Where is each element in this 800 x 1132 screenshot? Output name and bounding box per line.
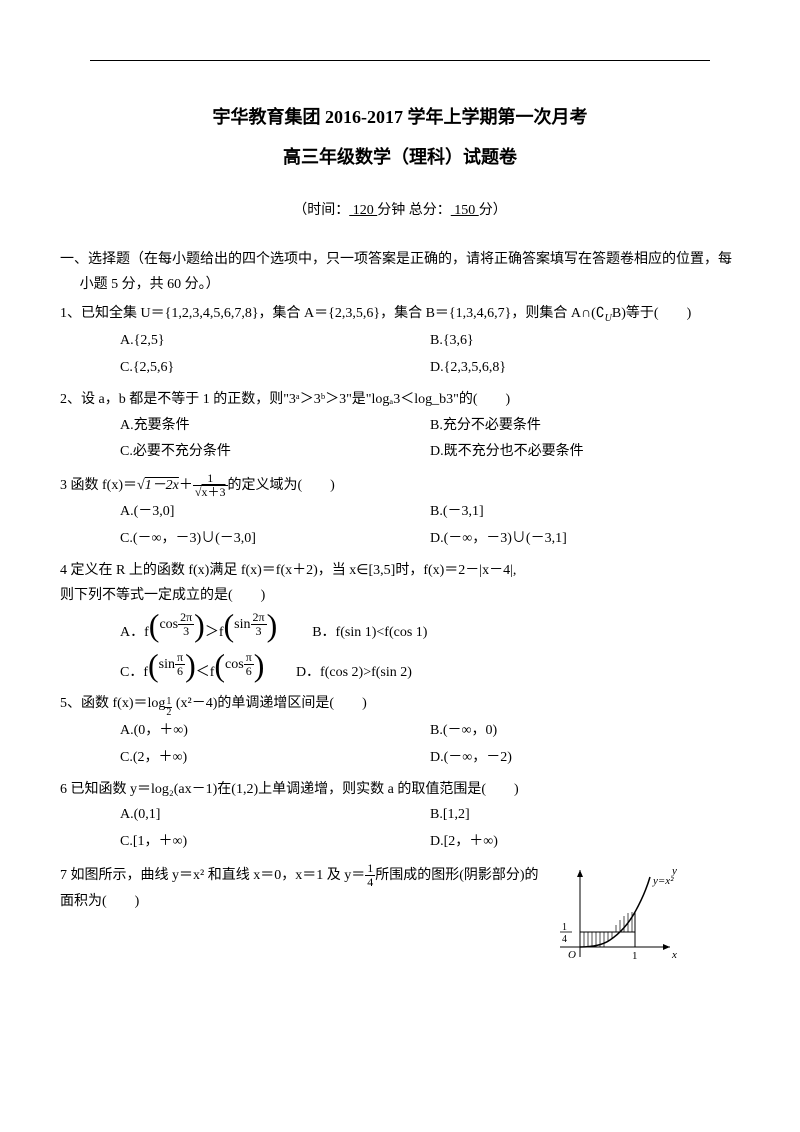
q1-sub-u: U [605, 313, 612, 324]
question-6: 6 已知函数 y＝log₂(ax－1)在(1,2)上单调递增，则实数 a 的取值… [60, 777, 740, 855]
q3-sqrt1: 1－2x [145, 478, 179, 493]
q7-frac: 14 [365, 862, 375, 889]
page-subtitle: 高三年级数学（理科）试题卷 [60, 141, 740, 173]
q7-figure: y y=x² x O 1 1 4 [550, 862, 680, 972]
q7-pre: 7 如图所示，曲线 y＝x² 和直线 x＝0，x＝1 及 y＝ [60, 867, 365, 882]
q3-opt-c: C.(－∞，－3)∪(－3,0] [120, 526, 430, 553]
question-4: 4 定义在 R 上的函数 f(x)满足 f(x)＝f(x＋2)，当 x∈[3,5… [60, 558, 740, 685]
meta-score: 150 [451, 203, 479, 218]
ytick-num: 1 [562, 922, 567, 933]
q5-pre: 5、函数 f(x)＝log [60, 696, 165, 711]
page-title: 宇华教育集团 2016-2017 学年上学期第一次月考 [60, 101, 740, 133]
q5-opt-b: B.(－∞，0) [430, 718, 740, 745]
x-axis-label: x [671, 949, 677, 961]
q4-opt-d: D．f(cos 2)>f(sin 2) [296, 665, 412, 680]
q2-opt-b: B.充分不必要条件 [430, 413, 740, 440]
q3-frac: 1√x＋3 [193, 472, 228, 499]
top-divider [90, 60, 710, 61]
q6-text: 6 已知函数 y＝log₂(ax－1)在(1,2)上单调递增，则实数 a 的取值… [60, 777, 740, 802]
q6-opt-d: D.[2，＋∞) [430, 829, 740, 856]
exam-meta: （时间： 120 分钟 总分： 150 分） [60, 198, 740, 223]
q1-opt-c: C.{2,5,6} [120, 355, 430, 382]
q3-post: 的定义域为( ) [228, 478, 335, 493]
curve-label: y=x² [652, 875, 674, 887]
question-7: y y=x² x O 1 1 4 7 如图所示，曲线 y＝x² 和直线 x＝0，… [60, 862, 740, 915]
q4-c-mid: ＜f [196, 665, 215, 680]
ytick-den: 4 [562, 934, 567, 945]
q3-opt-d: D.(－∞，－3)∪(－3,1] [430, 526, 740, 553]
q1-text: 1、已知全集 U＝{1,2,3,4,5,6,7,8}，集合 A＝{2,3,5,6… [60, 306, 605, 321]
question-1: 1、已知全集 U＝{1,2,3,4,5,6,7,8}，集合 A＝{2,3,5,6… [60, 301, 740, 381]
q4-c-p1: (sin π6) [148, 649, 196, 681]
xtick-1: 1 [632, 950, 638, 962]
q3-opt-a: A.(－3,0] [120, 499, 430, 526]
meta-time-label: （时间： [293, 203, 349, 218]
q4-a-p2: (sin 2π3) [224, 609, 278, 641]
q4-a-p1: (cos 2π3) [149, 609, 205, 641]
q4-c-p2: (cos π6) [214, 649, 264, 681]
q1-opt-d: D.{2,3,5,6,8} [430, 355, 740, 382]
q4-a-pre: A．f [120, 625, 149, 640]
q4-c-pre: C．f [120, 665, 148, 680]
question-3: 3 函数 f(x)＝√1－2x＋1√x＋3的定义域为( ) A.(－3,0] B… [60, 472, 740, 553]
origin-label: O [568, 949, 576, 961]
q2-opt-d: D.既不充分也不必要条件 [430, 439, 740, 466]
q3-pre: 3 函数 f(x)＝ [60, 478, 137, 493]
q3-frac-num: 1 [193, 472, 228, 486]
q6-opt-b: B.[1,2] [430, 802, 740, 829]
q2-text: 2、设 a，b 都是不等于 1 的正数，则"3ᵃ＞3ᵇ＞3"是"logₐ3＜lo… [60, 387, 740, 412]
q5-opt-c: C.(2，＋∞) [120, 745, 430, 772]
meta-time: 120 [349, 203, 377, 218]
q6-opt-a: A.(0,1] [120, 802, 430, 829]
q2-opt-a: A.充要条件 [120, 413, 430, 440]
q4-opt-b: B．f(sin 1)<f(cos 1) [312, 625, 427, 640]
q3-mid: ＋ [179, 478, 193, 493]
meta-time-unit: 分钟 总分： [377, 203, 451, 218]
q5-opt-d: D.(－∞，－2) [430, 745, 740, 772]
parabola-chart-svg: y y=x² x O 1 1 4 [550, 862, 680, 972]
q3-sqrt-sym: √ [137, 478, 145, 493]
q7-post: 所围成的图形(阴影部分)的 [375, 867, 538, 882]
meta-score-unit: 分） [479, 203, 507, 218]
question-2: 2、设 a，b 都是不等于 1 的正数，则"3ᵃ＞3ᵇ＞3"是"logₐ3＜lo… [60, 387, 740, 465]
q2-opt-c: C.必要不充分条件 [120, 439, 430, 466]
q4-a-mid: ＞f [205, 625, 224, 640]
q1-opt-a: A.{2,5} [120, 328, 430, 355]
q5-opt-a: A.(0，＋∞) [120, 718, 430, 745]
question-5: 5、函数 f(x)＝log12 (x²－4)的单调递增区间是( ) A.(0，＋… [60, 691, 740, 771]
q3-opt-b: B.(－3,1] [430, 499, 740, 526]
section-1-header: 一、选择题（在每小题给出的四个选项中，只一项答案是正确的，请将正确答案填写在答题… [80, 247, 740, 297]
q3-frac-den: √x＋3 [193, 486, 228, 499]
q1-text2: B)等于( ) [612, 306, 691, 321]
q1-opt-b: B.{3,6} [430, 328, 740, 355]
q4-l2: 则下列不等式一定成立的是( ) [60, 583, 740, 608]
q4-l1: 4 定义在 R 上的函数 f(x)满足 f(x)＝f(x＋2)，当 x∈[3,5… [60, 558, 740, 583]
q6-opt-c: C.[1，＋∞) [120, 829, 430, 856]
q5-post: (x²－4)的单调递增区间是( ) [172, 696, 366, 711]
